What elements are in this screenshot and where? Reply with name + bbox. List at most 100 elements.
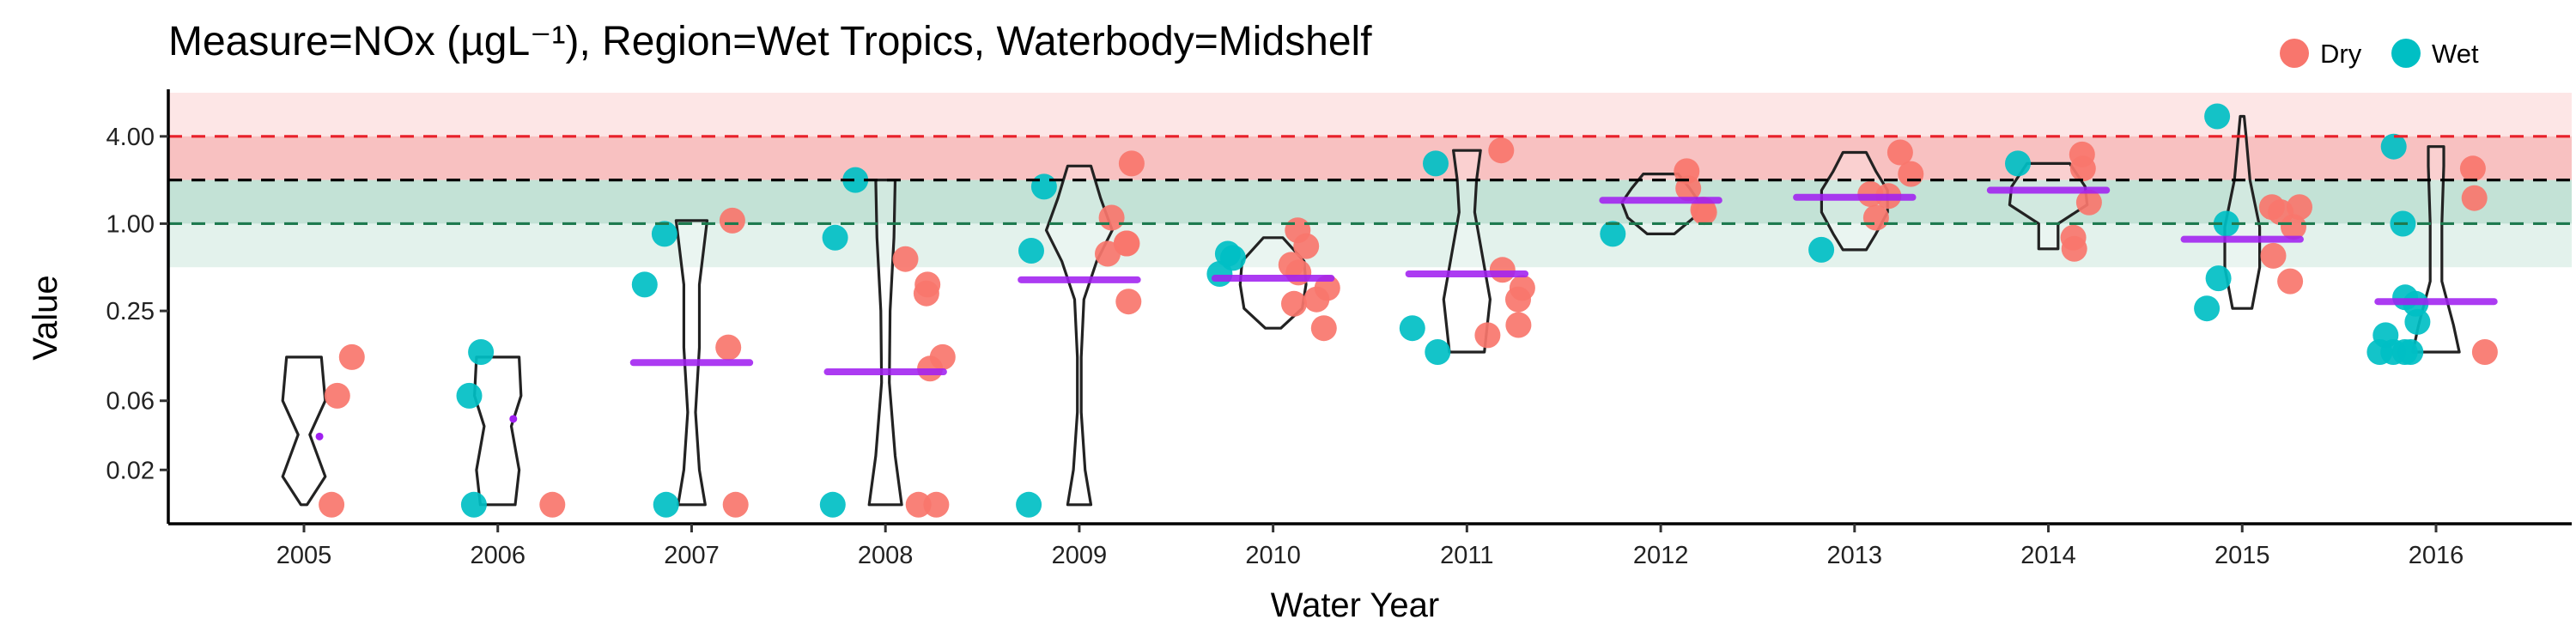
x-tick-label-2014: 2014 xyxy=(2020,542,2076,569)
point-dry-2010 xyxy=(1278,252,1304,278)
point-dry-2007 xyxy=(719,207,745,234)
point-wet-2010 xyxy=(1214,240,1241,267)
threshold-band-1 xyxy=(168,136,2572,180)
point-wet-2016 xyxy=(2397,339,2424,365)
x-tick-label-2016: 2016 xyxy=(2409,542,2464,569)
legend-key-wet xyxy=(2391,39,2421,68)
x-tick-label-2013: 2013 xyxy=(1827,542,1883,569)
point-wet-2008 xyxy=(822,224,848,251)
legend: Dry Wet xyxy=(2280,39,2479,69)
point-dry-2005 xyxy=(324,382,350,409)
x-tick-label-2008: 2008 xyxy=(858,542,914,569)
point-wet-2014 xyxy=(2005,150,2031,177)
point-dry-2015 xyxy=(2281,214,2306,240)
point-wet-2012 xyxy=(1600,221,1626,247)
y-axis-title: Value xyxy=(27,275,64,360)
point-dry-2008 xyxy=(892,246,919,272)
point-dry-2008 xyxy=(923,491,950,518)
y-tick-label-2: 0.25 xyxy=(106,298,155,325)
legend-label-dry: Dry xyxy=(2320,39,2362,69)
point-dry-2008 xyxy=(905,491,932,518)
point-dry-2016 xyxy=(2459,155,2486,182)
mean-marker-2006 xyxy=(509,415,518,423)
violin-2011 xyxy=(1442,149,1492,354)
y-tick-label-0: 0.02 xyxy=(106,457,155,484)
point-dry-2009 xyxy=(1118,150,1145,177)
point-dry-2016 xyxy=(2461,185,2488,211)
y-tick-label-1: 0.06 xyxy=(106,388,155,416)
point-wet-2016 xyxy=(2366,339,2393,365)
point-dry-2005 xyxy=(319,491,345,518)
point-dry-2012 xyxy=(1675,175,1702,202)
point-wet-2016 xyxy=(2380,133,2407,160)
point-wet-2009 xyxy=(1030,173,1057,200)
x-tick-label-2011: 2011 xyxy=(1440,542,1493,569)
x-tick-label-2015: 2015 xyxy=(2215,542,2270,569)
point-wet-2006 xyxy=(468,339,495,365)
point-dry-2009 xyxy=(1115,289,1142,315)
point-dry-2010 xyxy=(1310,315,1337,342)
x-tick-label-2010: 2010 xyxy=(1245,542,1301,569)
point-wet-2011 xyxy=(1423,150,1449,177)
point-dry-2016 xyxy=(2471,339,2498,365)
point-dry-2008 xyxy=(913,280,939,307)
point-dry-2011 xyxy=(1505,312,1532,338)
legend-key-dry xyxy=(2280,39,2309,68)
point-dry-2014 xyxy=(2075,189,2102,216)
x-axis-title: Water Year xyxy=(1271,586,1439,624)
point-dry-2011 xyxy=(1488,137,1515,164)
point-dry-2015 xyxy=(2277,268,2304,295)
point-wet-2015 xyxy=(2204,103,2231,130)
point-dry-2009 xyxy=(1114,230,1140,257)
point-wet-2006 xyxy=(460,491,487,518)
y-tick-label-4: 4.00 xyxy=(106,124,155,151)
point-wet-2013 xyxy=(1808,236,1835,263)
point-dry-2007 xyxy=(715,334,742,361)
x-tick-label-2005: 2005 xyxy=(276,542,332,569)
x-tick-label-2012: 2012 xyxy=(1633,542,1689,569)
chart-title: Measure=NOx (µgL⁻¹), Region=Wet Tropics,… xyxy=(168,19,1372,64)
point-dry-2010 xyxy=(1303,286,1330,313)
y-tick-label-3: 1.00 xyxy=(106,210,155,238)
mean-marker-2005 xyxy=(315,432,324,440)
threshold-band-2 xyxy=(168,179,2572,224)
point-dry-2013 xyxy=(1862,204,1889,231)
point-wet-2011 xyxy=(1425,339,1451,365)
point-dry-2011 xyxy=(1489,257,1516,283)
point-dry-2005 xyxy=(338,343,365,370)
point-wet-2008 xyxy=(819,491,846,518)
point-dry-2007 xyxy=(722,491,749,518)
point-wet-2016 xyxy=(2404,308,2431,335)
point-wet-2015 xyxy=(2194,295,2221,322)
violin-2005 xyxy=(281,355,327,507)
plot-area: 0.02 0.06 0.25 1.00 4.00 2005 2006 2007 2008 2009… xyxy=(106,89,2572,569)
point-dry-2013 xyxy=(1898,161,1924,187)
point-dry-2015 xyxy=(2260,242,2287,269)
point-wet-2006 xyxy=(456,382,483,409)
point-dry-2011 xyxy=(1505,286,1531,313)
point-wet-2007 xyxy=(651,221,677,247)
point-wet-2007 xyxy=(631,271,658,298)
point-dry-2010 xyxy=(1293,233,1320,259)
threshold-band-3 xyxy=(168,223,2572,268)
point-wet-2007 xyxy=(653,491,679,518)
x-tick-label-2007: 2007 xyxy=(664,542,720,569)
point-dry-2009 xyxy=(1098,204,1125,231)
point-dry-2013 xyxy=(1886,139,1913,166)
point-dry-2009 xyxy=(1095,240,1121,267)
violin-2006 xyxy=(473,355,523,507)
point-wet-2015 xyxy=(2205,265,2232,292)
point-dry-2006 xyxy=(539,491,566,518)
point-dry-2014 xyxy=(2069,155,2096,182)
point-wet-2011 xyxy=(1399,315,1425,342)
point-dry-2011 xyxy=(1474,322,1501,349)
point-dry-2014 xyxy=(2061,235,2087,262)
point-wet-2016 xyxy=(2392,284,2419,311)
point-wet-2008 xyxy=(842,167,869,193)
point-dry-2015 xyxy=(2287,194,2312,221)
x-tick-label-2006: 2006 xyxy=(470,542,526,569)
x-tick-label-2009: 2009 xyxy=(1052,542,1108,569)
point-wet-2009 xyxy=(1018,238,1044,264)
point-wet-2009 xyxy=(1016,491,1042,518)
